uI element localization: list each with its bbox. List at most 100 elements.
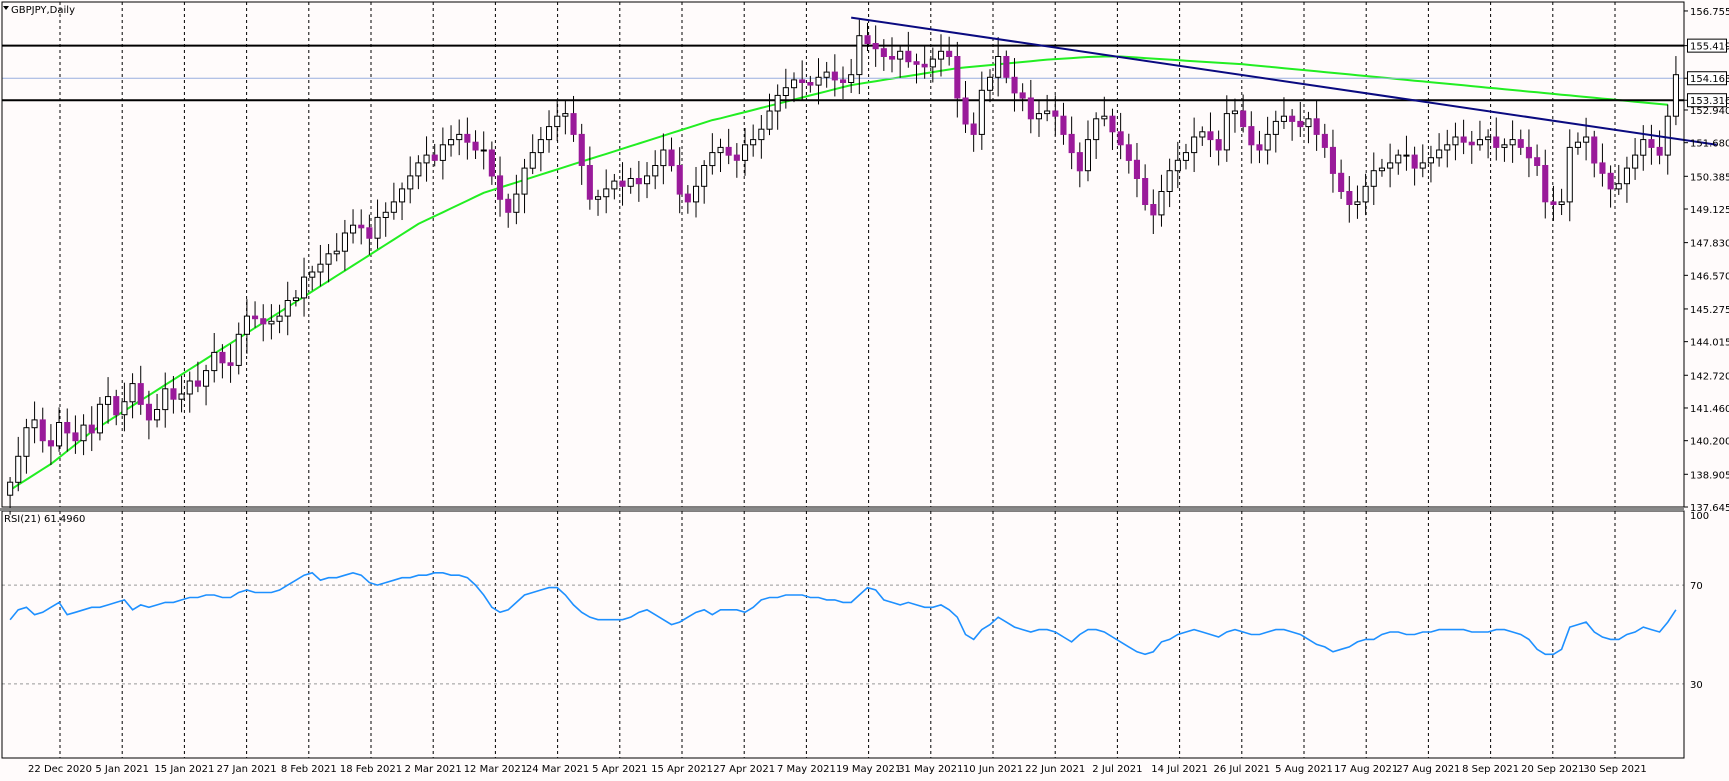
candle-body	[1133, 159, 1141, 180]
candle-body	[439, 144, 446, 161]
candle	[693, 166, 700, 218]
candle-body	[701, 165, 708, 187]
candle	[611, 173, 618, 200]
candle-body	[962, 97, 969, 125]
candle	[129, 373, 136, 419]
candle-body	[1525, 146, 1533, 159]
x-tick-label: 31 May 2021	[898, 764, 963, 775]
candle	[1566, 129, 1573, 222]
candle-body	[978, 89, 985, 135]
candle-body	[390, 201, 397, 213]
candle-body	[1191, 136, 1198, 154]
candle-body	[1427, 157, 1435, 164]
candle	[1599, 143, 1606, 187]
candle	[464, 117, 471, 160]
candle	[1648, 124, 1655, 165]
candle-body	[513, 193, 520, 213]
candle-body	[162, 388, 169, 411]
candle-body	[1199, 131, 1206, 138]
candle-body	[415, 162, 422, 177]
candle-body	[848, 74, 855, 83]
candle-body	[1329, 146, 1337, 174]
candle	[962, 80, 969, 133]
candle	[1109, 108, 1116, 150]
candle	[366, 214, 373, 255]
candle	[1093, 112, 1100, 159]
candle-body	[1313, 118, 1320, 135]
chevron-down-icon[interactable]	[3, 6, 9, 10]
candle	[1264, 116, 1271, 165]
candle-body	[1289, 115, 1296, 122]
x-tick-label: 15 Jan 2021	[154, 764, 214, 775]
candle-body	[488, 149, 495, 177]
candle	[766, 93, 773, 136]
trendline[interactable]	[851, 16, 1717, 146]
candle	[578, 123, 585, 185]
candle	[1125, 133, 1132, 174]
y-tick-label: 140.200	[1690, 437, 1729, 448]
y-tick-label: 144.015	[1690, 338, 1729, 349]
candle-body	[1501, 144, 1508, 148]
candle	[456, 119, 463, 156]
candle	[586, 146, 593, 210]
price-chart-title: GBPJPY,Daily	[11, 5, 75, 16]
candle	[619, 162, 626, 206]
candle	[31, 401, 38, 444]
candle-body	[1550, 201, 1557, 205]
candle	[170, 376, 177, 414]
candle	[1321, 123, 1328, 158]
x-tick-label: 8 Feb 2021	[281, 764, 337, 775]
candle-body	[652, 165, 659, 177]
candle-body	[1248, 126, 1255, 146]
candle	[1550, 185, 1557, 221]
candle-body	[578, 133, 585, 166]
candle-body	[431, 154, 438, 161]
candle	[1395, 149, 1402, 175]
candle	[954, 41, 961, 118]
candle-body	[1640, 139, 1647, 156]
candle-body	[1060, 115, 1067, 135]
candle-body	[929, 58, 936, 68]
frame-layer	[0, 1, 1685, 759]
candle-body	[693, 185, 700, 203]
candle-body	[603, 188, 610, 198]
candle-body	[1264, 133, 1271, 151]
candle-body	[537, 139, 544, 154]
candle	[995, 37, 1002, 97]
candle-body	[505, 198, 512, 213]
y-tick-label: 151.680	[1690, 139, 1729, 150]
candle-body	[823, 71, 830, 78]
candle-body	[317, 263, 324, 273]
trendline-layer	[851, 16, 1717, 146]
candle	[1534, 144, 1541, 176]
candle-body	[1305, 118, 1312, 128]
candle-body	[1411, 154, 1418, 169]
candle-body	[399, 188, 406, 203]
candle	[1084, 120, 1092, 182]
y-tick-label: 146.570	[1690, 271, 1729, 282]
candle-body	[15, 455, 22, 483]
candle-body	[995, 56, 1002, 78]
candle	[309, 265, 316, 291]
candle	[301, 257, 308, 317]
panel-separator[interactable]	[0, 508, 1684, 511]
candle	[325, 244, 332, 283]
candle-body	[546, 126, 553, 141]
candle	[235, 322, 242, 375]
candle-body	[1599, 162, 1606, 174]
candle-body	[970, 123, 977, 135]
candle-body	[1297, 120, 1304, 128]
candle	[791, 72, 798, 103]
candle-body	[96, 403, 104, 434]
candle-body	[39, 419, 46, 442]
candle	[1305, 111, 1312, 144]
candle	[284, 281, 291, 336]
x-tick-label: 22 Dec 2020	[28, 764, 92, 775]
candle-body	[807, 82, 814, 86]
axis-layer: 22 Dec 2020 5 Jan 2021 15 Jan 2021 27 Jan 2…	[28, 7, 1729, 775]
candle-body	[619, 180, 626, 187]
candle-body	[382, 211, 389, 219]
candle-body	[774, 94, 781, 112]
candle-body	[815, 76, 822, 86]
candle	[1517, 129, 1524, 155]
